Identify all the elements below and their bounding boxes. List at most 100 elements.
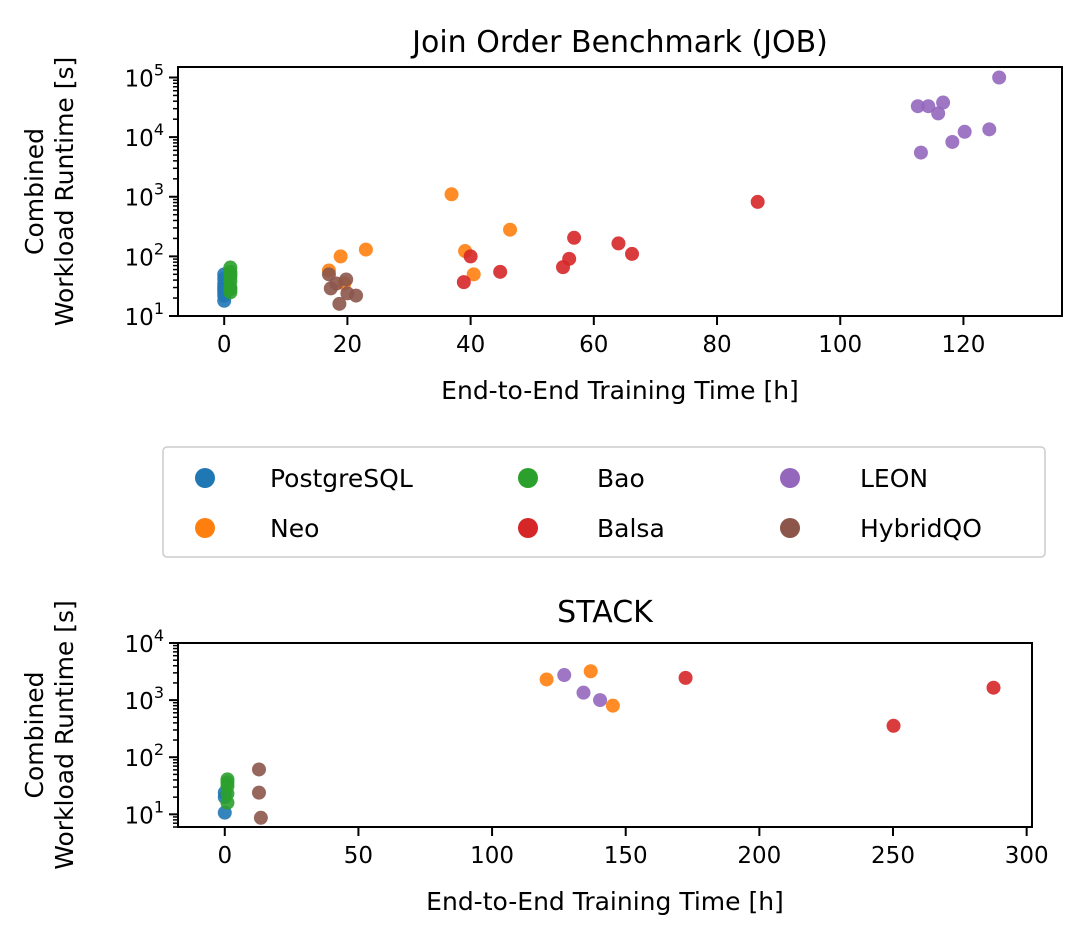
x-tick-label: 100: [470, 843, 514, 869]
data-point-neo: [333, 249, 348, 264]
y-tick-exponent: 1: [154, 797, 164, 816]
legend-label: Balsa: [597, 514, 665, 543]
data-point-leon: [576, 685, 591, 700]
data-point-bao: [223, 267, 238, 282]
x-tick-label: 300: [1005, 843, 1049, 869]
y-tick-label: 101: [125, 299, 164, 331]
data-point-neo: [358, 242, 373, 257]
y-axis-label-line2: Workload Runtime [s]: [50, 600, 79, 870]
x-tick-label: 50: [344, 843, 373, 869]
legend-item-balsa: Balsa: [518, 514, 665, 543]
x-tick-label: 40: [456, 332, 485, 358]
legend-item-hybridqo: HybridQO: [780, 514, 982, 543]
data-point-balsa: [611, 236, 626, 251]
legend-marker: [518, 468, 538, 488]
data-point-neo: [583, 664, 598, 679]
y-tick-label: 101: [125, 797, 164, 829]
x-tick-label: 80: [702, 332, 731, 358]
data-point-leon: [982, 122, 997, 137]
data-point-balsa: [886, 718, 901, 733]
y-axis-label-line1: Combined: [20, 671, 49, 798]
y-tick-exponent: 1: [154, 299, 164, 318]
data-point-leon: [931, 106, 946, 121]
data-point-bao: [220, 786, 235, 801]
legend-item-neo: Neo: [195, 514, 319, 543]
y-tick-exponent: 2: [154, 239, 164, 258]
legend-label: Bao: [597, 464, 645, 493]
x-tick-label: 20: [333, 332, 362, 358]
y-tick-base: 10: [125, 245, 154, 271]
data-point-leon: [957, 124, 972, 139]
legend-item-bao: Bao: [518, 464, 645, 493]
stack-plot: STACK 0 50 100 150 200 250 300 End-to-End Traini…: [20, 595, 1049, 916]
data-point-balsa: [556, 260, 571, 275]
legend-marker: [518, 518, 538, 538]
data-point-hybridqo: [332, 296, 347, 311]
legend-marker: [780, 518, 800, 538]
data-point-hybridqo: [329, 276, 344, 291]
x-axis-label: End-to-End Training Time [h]: [441, 376, 799, 405]
data-point-balsa: [678, 670, 693, 685]
legend-frame: [162, 446, 1046, 558]
data-point-hybridqo: [251, 762, 266, 777]
x-tick-label: 60: [579, 332, 608, 358]
legend: PostgreSQL Bao LEON Neo Balsa HybridQO: [162, 446, 1046, 558]
y-tick-label: 104: [125, 120, 164, 152]
x-tick-label: 0: [217, 332, 232, 358]
legend-marker: [195, 468, 215, 488]
data-point-neo: [444, 187, 459, 202]
legend-label: LEON: [860, 464, 928, 493]
data-point-hybridqo: [253, 810, 268, 825]
data-point-balsa: [456, 275, 471, 290]
chart-title: Join Order Benchmark (JOB): [410, 25, 828, 60]
x-tick-label: 120: [941, 332, 985, 358]
x-tick-label: 0: [217, 843, 232, 869]
y-tick-label: 103: [125, 683, 164, 715]
y-tick-base: 10: [125, 66, 154, 92]
y-tick-label: 103: [125, 180, 164, 212]
legend-item-postgresql: PostgreSQL: [195, 464, 413, 493]
data-point-bao: [223, 282, 238, 297]
legend-label: PostgreSQL: [270, 464, 413, 493]
axes-frame: [177, 642, 1033, 828]
data-point-neo: [539, 672, 554, 687]
data-point-hybridqo: [349, 288, 364, 303]
data-point-leon: [557, 668, 572, 683]
axes-frame: [177, 66, 1063, 317]
y-axis-label-line1: Combined: [20, 128, 49, 255]
y-tick-base: 10: [125, 689, 154, 715]
y-tick-exponent: 3: [154, 180, 164, 199]
data-point-balsa: [463, 249, 478, 264]
y-tick-exponent: 4: [154, 626, 164, 645]
y-tick-label: 102: [125, 239, 164, 271]
chart-title: STACK: [557, 595, 654, 630]
x-axis-label: End-to-End Training Time [h]: [426, 887, 784, 916]
legend-label: HybridQO: [860, 514, 982, 543]
y-axis-label-line2: Workload Runtime [s]: [50, 57, 79, 327]
data-point-hybridqo: [251, 785, 266, 800]
data-point-leon: [913, 145, 928, 160]
data-point-bao: [220, 775, 235, 790]
data-point-balsa: [625, 246, 640, 261]
x-tick-label: 200: [737, 843, 781, 869]
y-tick-base: 10: [125, 126, 154, 152]
data-point-leon: [936, 95, 951, 110]
data-point-leon: [992, 70, 1007, 85]
y-tick-exponent: 2: [154, 740, 164, 759]
data-point-balsa: [986, 680, 1001, 695]
data-point-balsa: [493, 264, 508, 279]
data-point-balsa: [567, 230, 582, 245]
y-tick-base: 10: [125, 803, 154, 829]
legend-marker: [195, 518, 215, 538]
data-point-balsa: [750, 194, 765, 209]
y-tick-base: 10: [125, 632, 154, 658]
x-tick-label: 250: [871, 843, 915, 869]
y-tick-exponent: 4: [154, 120, 164, 139]
data-point-neo: [503, 222, 518, 237]
data-point-leon: [945, 134, 960, 149]
data-point-leon: [593, 693, 608, 708]
data-point-neo: [466, 267, 481, 282]
y-tick-base: 10: [125, 746, 154, 772]
y-tick-base: 10: [125, 186, 154, 212]
